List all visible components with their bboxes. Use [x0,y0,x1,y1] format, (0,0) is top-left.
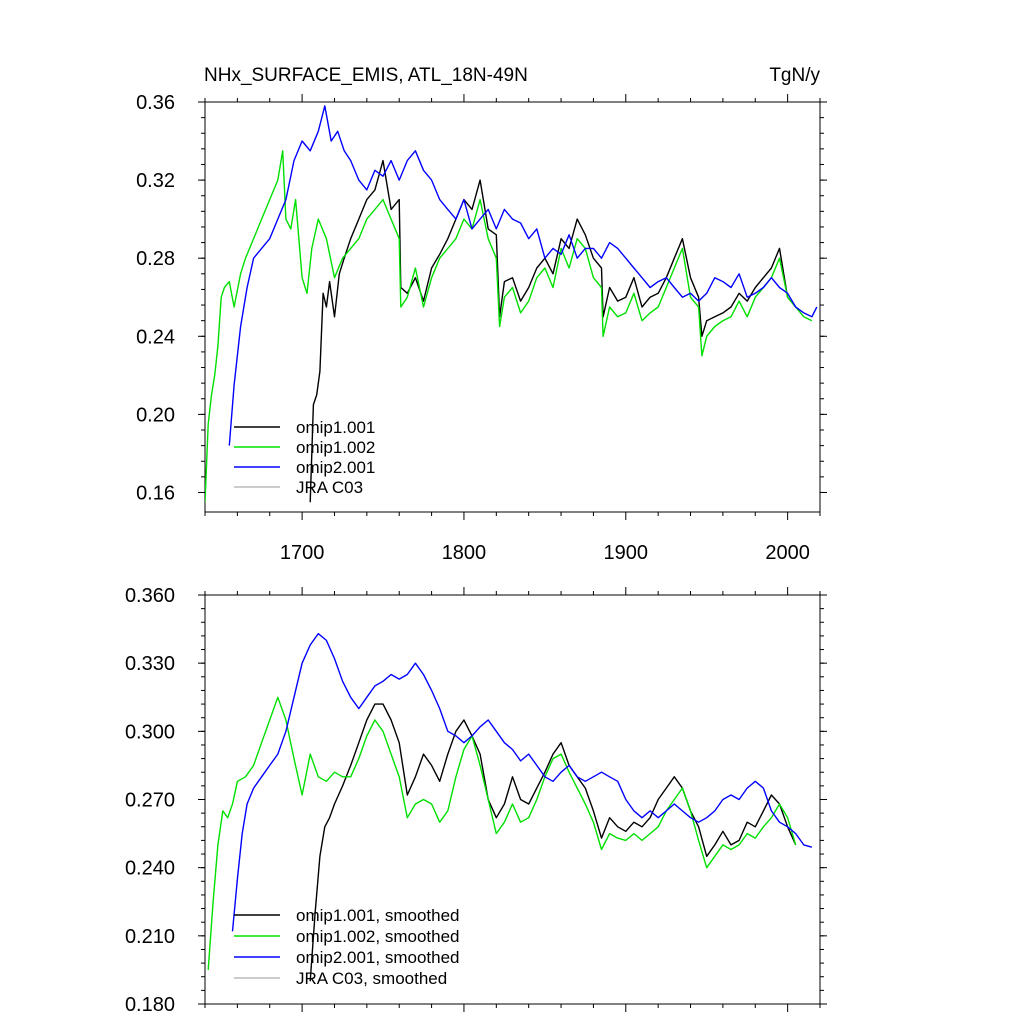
top-axes: 0.16 0.20 0.24 0.28 0.32 0.36 1700 1800 1900 2000 [136,92,827,564]
legend-label: JRA C03 [296,478,363,497]
x-tick-label: 2000 [765,542,810,564]
y-tick-label: 0.32 [136,170,175,192]
bottom-axes: 0.180 0.210 0.240 0.270 0.300 0.330 0.360 [125,585,827,1016]
top-chart-units: TgN/y [769,65,820,86]
y-tick-label: 0.330 [125,653,175,675]
y-tick-label: 0.20 [136,404,175,426]
y-tick-label: 0.24 [136,326,175,348]
top-series-group [205,105,818,503]
series-line-omip1-002 [205,150,813,503]
series-line-omip1-001-smoothed [309,703,797,982]
legend-label: omip1.002 [296,438,375,457]
legend-label: JRA C03, smoothed [296,969,447,988]
y-tick-label: 0.28 [136,248,175,270]
y-tick-label: 0.180 [125,994,175,1016]
y-tick-label: 0.16 [136,482,175,504]
legend-label: omip1.001, smoothed [296,906,460,925]
plot-frame [204,101,821,513]
series-line-omip2-001 [228,105,818,446]
y-tick-label: 0.270 [125,790,175,812]
x-tick-label: 1900 [604,542,649,564]
series-line-omip1-002-smoothed [207,696,797,970]
legend-label: omip1.002, smoothed [296,927,460,946]
y-tick-label: 0.240 [125,858,175,880]
bottom-series-group [207,632,813,982]
series-line-omip1-001 [309,159,797,503]
y-tick-label: 0.300 [125,721,175,743]
bottom-panel: 0.180 0.210 0.240 0.270 0.300 0.330 0.360 omip… [125,585,827,1016]
x-tick-label: 1800 [442,542,487,564]
legend-label: omip2.001 [296,458,375,477]
legend-label: omip1.001 [296,418,375,437]
series-line-omip2-001-smoothed [231,632,813,932]
top-panel: NHx_SURFACE_EMIS, ATL_18N-49N TgN/y 0.16… [136,65,827,564]
y-tick-label: 0.210 [125,926,175,948]
top-chart-title: NHx_SURFACE_EMIS, ATL_18N-49N [204,65,528,86]
legend-label: omip2.001, smoothed [296,948,460,967]
y-tick-label: 0.360 [125,585,175,607]
y-tick-label: 0.36 [136,92,175,114]
bottom-legend: omip1.001, smoothed omip1.002, smoothed om… [234,906,460,988]
x-tick-label: 1700 [280,542,325,564]
